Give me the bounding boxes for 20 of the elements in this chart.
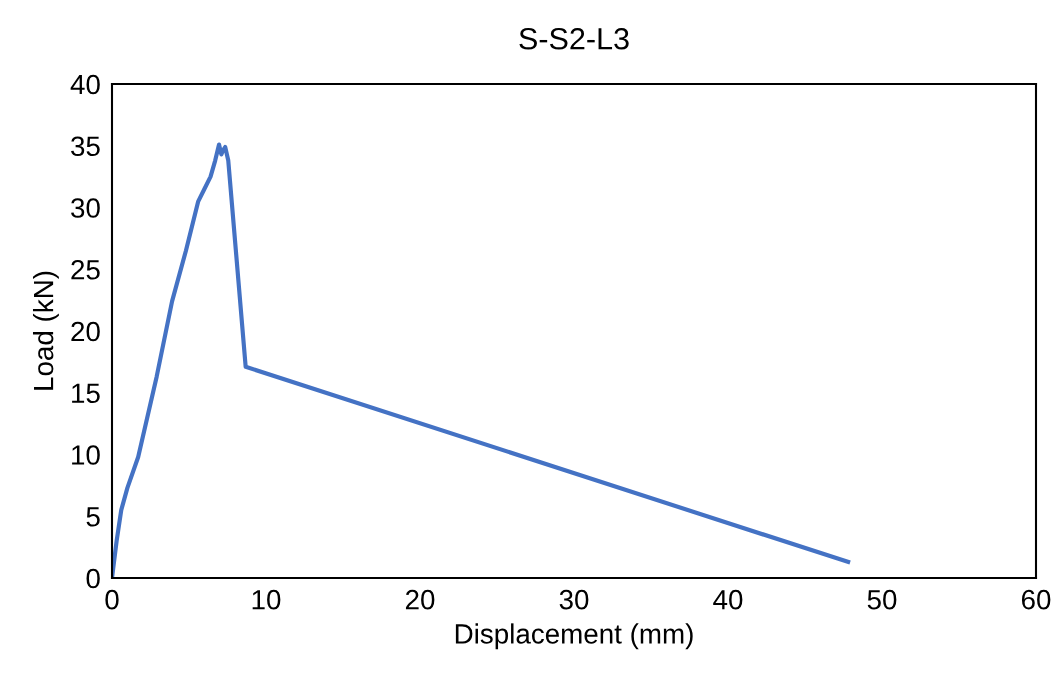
x-tick-label: 10	[252, 589, 281, 610]
chart-title: S-S2-L3	[519, 27, 629, 50]
y-tick-label: 15	[72, 383, 100, 404]
x-tick-label: 30	[559, 589, 589, 610]
y-tick-label: 20	[71, 321, 100, 342]
x-axis-title: Displacement (mm)	[455, 623, 693, 650]
x-tick-label: 0	[105, 589, 119, 610]
line-series	[112, 142, 851, 578]
y-tick-label: 40	[70, 74, 100, 95]
y-tick-label: 10	[72, 445, 100, 465]
y-tick-label: 5	[86, 507, 100, 527]
y-tick-label: 25	[71, 259, 100, 280]
x-tick-label: 60	[1021, 589, 1051, 610]
y-axis-title: Load (kN)	[32, 271, 59, 390]
y-tick-label: 0	[86, 568, 100, 589]
x-tick-label: 40	[713, 589, 743, 610]
y-tick-label: 35	[71, 136, 100, 157]
x-tick-label: 20	[405, 589, 435, 610]
x-tick-label: 50	[867, 589, 897, 610]
y-tick-label: 30	[71, 198, 100, 218]
